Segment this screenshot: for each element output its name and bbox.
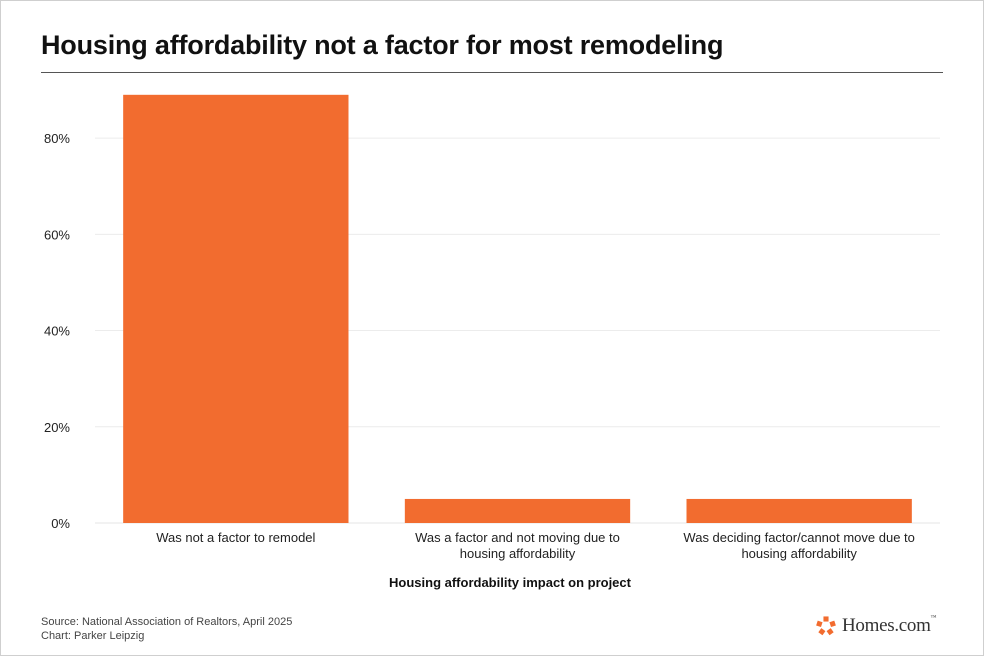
homes-com-logo-icon [816, 616, 836, 636]
logo-text: Homes.com™ [842, 615, 937, 636]
bar [123, 94, 349, 524]
x-category-label: Was a factor and not moving due to housin… [415, 530, 620, 561]
chart-credit: Chart: Parker Leipzig [41, 630, 145, 642]
logo-petal [816, 620, 823, 628]
x-category-label: Was not a factor to remodel [156, 530, 315, 545]
y-tick-label: 0% [51, 516, 70, 531]
logo-petal [818, 628, 826, 636]
y-tick-label: 80% [44, 131, 70, 146]
bar [404, 498, 631, 523]
y-tick-label: 60% [44, 227, 70, 242]
x-axis-title: Housing affordability impact on project [389, 575, 632, 590]
logo-petal [829, 620, 836, 628]
y-tick-label: 20% [44, 420, 70, 435]
title-divider [41, 72, 943, 73]
y-tick-label: 40% [44, 324, 70, 339]
homes-com-logo: Homes.com™ [814, 614, 936, 638]
x-category-label: Was deciding factor/cannot move due to ho… [683, 530, 914, 561]
logo-petal [823, 616, 829, 622]
logo-petal [826, 628, 834, 636]
bar [686, 498, 912, 523]
source-note: Source: National Association of Realtors… [41, 616, 293, 628]
chart-footer: Source: National Association of Realtors… [41, 615, 292, 643]
chart-title: Housing affordability not a factor for m… [41, 30, 724, 60]
